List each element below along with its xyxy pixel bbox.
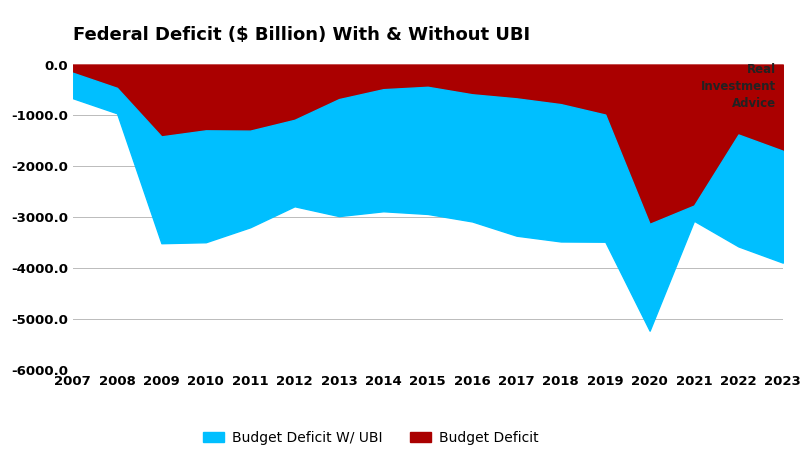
Text: Real
Investment
Advice: Real Investment Advice: [700, 63, 776, 110]
Text: Federal Deficit ($ Billion) With & Without UBI: Federal Deficit ($ Billion) With & Witho…: [73, 26, 529, 44]
Legend: Budget Deficit W/ UBI, Budget Deficit: Budget Deficit W/ UBI, Budget Deficit: [197, 425, 545, 450]
